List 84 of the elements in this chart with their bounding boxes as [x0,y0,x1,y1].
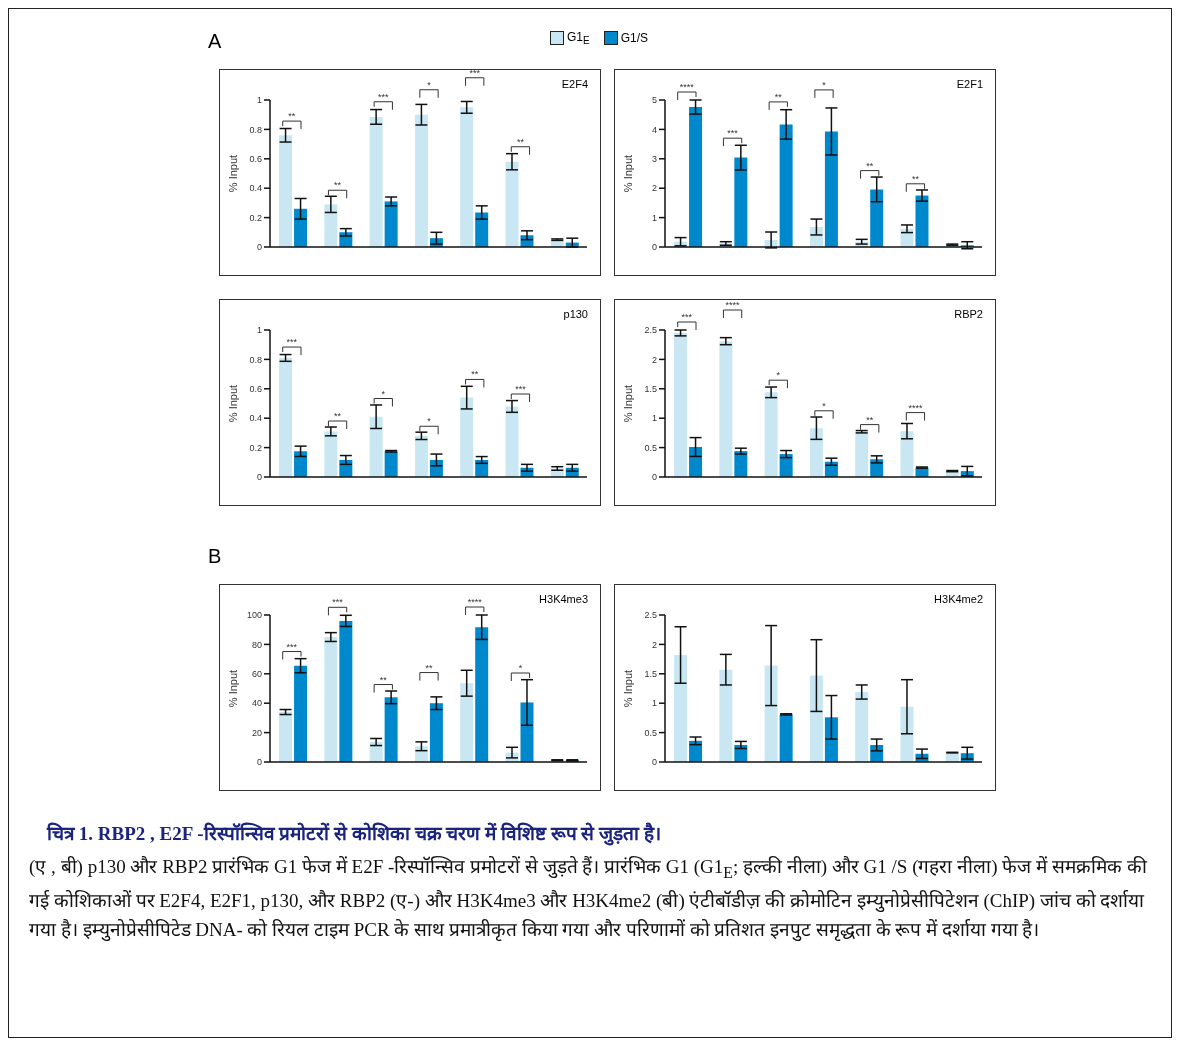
annotation: * [381,388,386,399]
text: A [208,30,222,53]
y-tick-label: 1 [256,325,262,336]
y-tick-label: 2.5 [644,325,657,336]
y-tick-label: 0 [651,242,657,253]
y-tick-label: 0.5 [644,727,657,738]
y-tick-label: 1 [651,413,657,424]
y-tick-label: 0 [256,242,262,253]
legend-label: G1/S [620,31,649,46]
y-tick-label: 1 [256,95,262,106]
y-tick-label: 0.8 [249,354,262,365]
y-axis-title: % Input [621,154,634,193]
y-axis-title: % Input [226,669,239,708]
y-tick-label: 2 [651,354,657,365]
annotation: ** [334,180,342,191]
y-tick-label: 1.5 [644,668,657,679]
y-tick-label: 0.4 [249,413,262,424]
y-tick-label: 60 [251,668,262,679]
text: *** [681,312,693,322]
y-tick-label: 4 [651,124,657,135]
annotation: * [518,663,523,673]
text: *** [469,67,481,78]
text: *** [332,597,344,608]
annotation: *** [515,384,527,394]
annotation: ** [379,674,388,685]
y-tick-label: 100 [246,610,262,621]
annotation: * [427,416,432,427]
annotation: ** [866,160,874,171]
y-tick-label: 0.4 [249,183,262,194]
y-tick-label: 0.5 [644,442,657,453]
y-axis-title: % Input [226,384,239,423]
chart-title: E2F4 [561,78,588,90]
y-axis-title: % Input [226,154,239,193]
y-tick-label: 2 [651,639,657,650]
text: चित्र 1. RBP2 , E2F -रिस्पॉन्सिव प्रमोटरों से कोशिका चक्र चरण में विशिष्ट रूप से जुड़ता है। [45,821,662,848]
y-tick-label: 0.2 [249,442,262,453]
y-tick-label: 0.8 [249,124,262,135]
y-tick-label: 0.6 [249,383,262,394]
annotation: *** [727,128,739,139]
chart-title: H3K4me3 [539,593,588,605]
text: **** [467,597,483,607]
annotation: **** [908,402,923,413]
chart-title: H3K4me2 [934,593,983,605]
text: * [427,79,432,90]
y-tick-label: 80 [251,639,262,650]
annotation: ** [334,411,342,421]
y-tick-label: 20 [251,727,262,738]
text: **** [725,300,741,310]
annotation: ** [288,111,296,122]
legend-label: G1$_{E}$ [567,30,590,47]
y-tick-label: 40 [251,698,262,709]
text: **** [679,82,695,92]
chart-title: p130 [563,308,588,320]
y-tick-label: 0 [651,472,657,483]
y-tick-label: 2.5 [644,610,657,621]
text: (ए , बी) p130 और RBP2 प्रारंभिक G1 फेज में E2F -रिस्पॉन्सिव प्रमोटरों से जुड़ते हैं। प्रारंभिक G1 (G1$_{E}$; हल्की नीला) और G1 /S (गहरा नीला) फेज में समक्रमिक की गई कोशिकाओं पर E2F4, E2F1, p130, और RBP2 (ए-) और H3K4me3 और H3K4me2 (बी) एंटीबॉडीज़ की क्रोमोटिन इम्युनोप्रेसीपिटेशन (ChIP) जांच को दर्शाया गया है। इम्युनोप्रेसीपिटेड DNA- को रियल टाइम PCR के साथ प्रमात्रीकृत किया गया और परिणामों को प्रतिशत इनपुट समृद्धता के रूप में दर्शाया गया है। [29,855,1148,943]
annotation: *** [286,641,298,652]
y-tick-label: 3 [651,153,657,164]
y-axis-title: % Input [621,384,634,423]
y-tick-label: 0 [651,757,657,768]
annotation: ** [774,91,783,102]
annotation: ** [425,662,433,673]
y-tick-label: 5 [651,95,657,106]
annotation: ** [471,369,479,380]
y-tick-label: 0.2 [249,212,262,223]
y-axis-title: % Input [621,669,634,708]
annotation: ** [866,414,874,425]
annotation: *** [286,337,298,348]
y-tick-label: 0.6 [249,153,262,164]
text: B [208,545,222,568]
annotation: * [776,370,781,381]
y-tick-label: 2 [651,183,657,194]
annotation: ** [911,173,920,184]
annotation: *** [378,91,390,102]
y-tick-label: 0 [256,757,262,768]
annotation: ** [516,136,525,147]
chart-title: E2F1 [956,78,983,90]
chart-title: RBP2 [954,308,983,320]
y-tick-label: 1 [651,212,657,223]
y-tick-label: 1 [651,698,657,709]
y-tick-label: 1.5 [644,383,657,394]
y-tick-label: 0 [256,472,262,483]
annotation: * [822,400,827,411]
text: * [822,79,827,90]
